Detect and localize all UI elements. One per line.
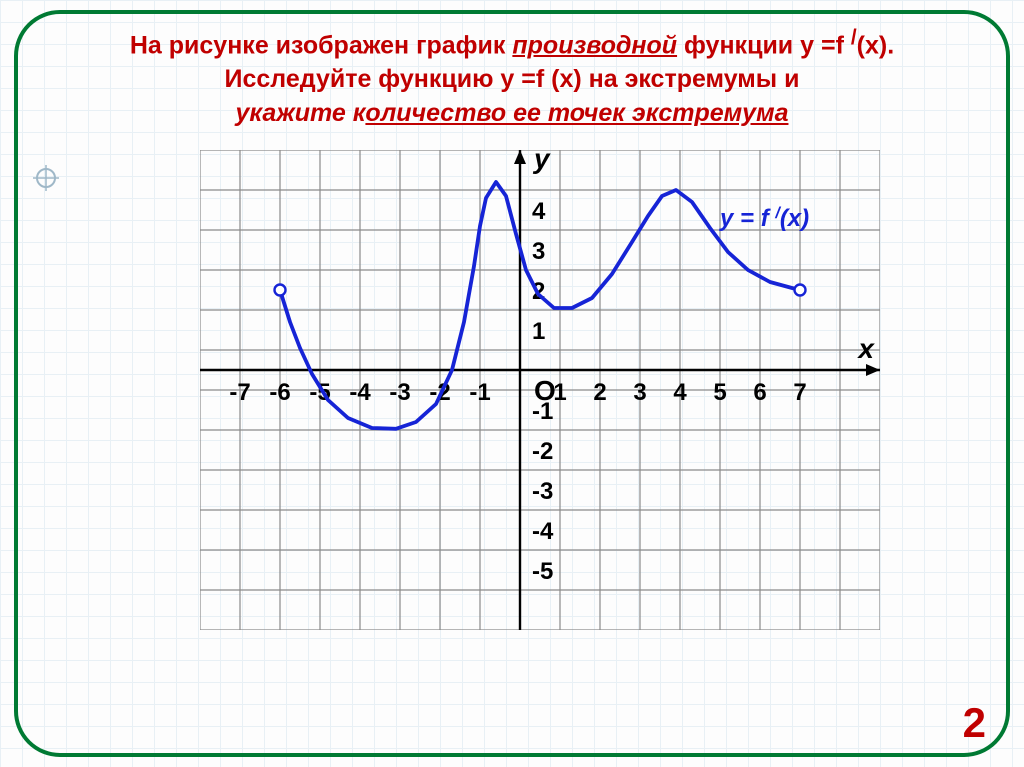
svg-text:-5: -5 — [532, 558, 553, 585]
svg-text:1: 1 — [553, 379, 566, 406]
title-text: укажите к — [236, 99, 366, 127]
cursor-indicator-icon — [32, 164, 60, 197]
svg-text:-4: -4 — [532, 518, 554, 545]
title-text: функции y =f — [677, 31, 851, 59]
title-text: (x). — [857, 31, 895, 59]
svg-text:x: x — [856, 333, 875, 364]
svg-text:-7: -7 — [229, 379, 250, 406]
svg-text:5: 5 — [713, 379, 726, 406]
svg-text:-3: -3 — [532, 478, 553, 505]
title-text: На рисунке изображен график — [130, 31, 513, 59]
svg-text:-3: -3 — [389, 379, 410, 406]
derivative-chart: О-7-6-5-4-3-2-112345671234-1-2-3-4-5xyy … — [200, 150, 880, 630]
svg-text:2: 2 — [593, 379, 606, 406]
chart-container: О-7-6-5-4-3-2-112345671234-1-2-3-4-5xyy … — [200, 150, 880, 635]
svg-text:4: 4 — [673, 379, 687, 406]
svg-text:6: 6 — [753, 379, 766, 406]
svg-text:y = f /(x): y = f /(x) — [719, 205, 809, 233]
problem-title: На рисунке изображен график производной … — [52, 24, 972, 131]
svg-text:-1: -1 — [532, 398, 553, 425]
svg-text:7: 7 — [793, 379, 806, 406]
svg-text:-1: -1 — [469, 379, 490, 406]
svg-text:-2: -2 — [532, 438, 553, 465]
title-underlined: производной — [512, 31, 677, 59]
svg-text:1: 1 — [532, 318, 545, 345]
svg-text:3: 3 — [532, 238, 545, 265]
title-underlined: оличество ее точек экстремума — [365, 99, 788, 127]
answer-value: 2 — [963, 699, 986, 747]
svg-text:3: 3 — [633, 379, 646, 406]
svg-text:-4: -4 — [349, 379, 371, 406]
title-line2: Исследуйте функцию y =f (x) на экстремум… — [52, 63, 972, 97]
svg-text:y: y — [532, 150, 551, 174]
svg-text:-6: -6 — [269, 379, 290, 406]
svg-text:4: 4 — [532, 198, 546, 225]
